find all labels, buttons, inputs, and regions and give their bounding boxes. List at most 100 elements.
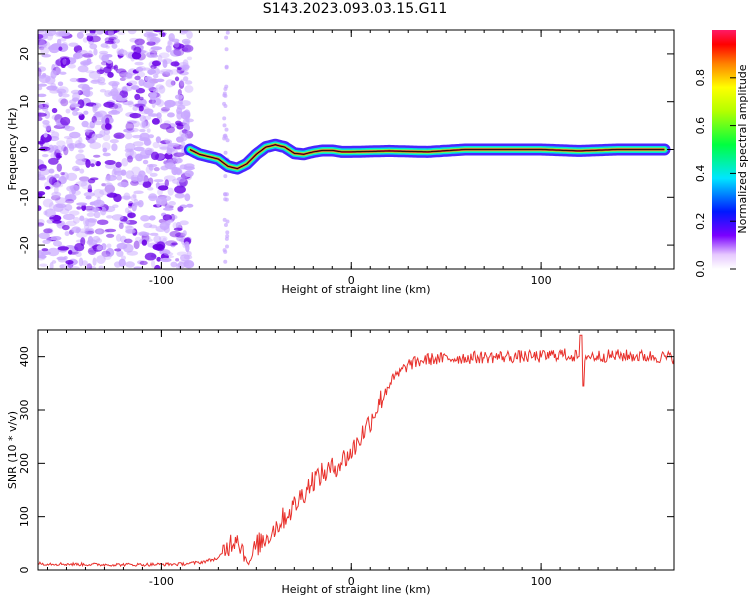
noise-blob <box>119 71 132 77</box>
snr-frame <box>37 329 675 571</box>
noise-blob <box>176 110 183 120</box>
noise-blob <box>49 261 54 269</box>
noise-blob <box>84 230 95 235</box>
noise-blob <box>60 98 69 107</box>
noise-blob <box>61 224 70 231</box>
noise-blob <box>183 260 195 269</box>
noise-blob <box>141 121 147 128</box>
noise-cloud <box>38 30 230 269</box>
noise-blob <box>87 178 96 184</box>
noise-blob <box>181 44 194 53</box>
noise-blob <box>118 258 126 267</box>
y-tick-label: 400 <box>18 346 31 367</box>
noise-blob <box>147 113 159 117</box>
noise-blob <box>90 79 100 84</box>
noise-blob <box>43 132 48 138</box>
noise-blob <box>72 216 80 224</box>
spectrogram-xlabel: Height of straight line (km) <box>281 283 430 296</box>
noise-blob <box>127 212 136 219</box>
colorbar-tick-label: 0.2 <box>694 212 707 230</box>
noise-blob <box>76 202 88 206</box>
noise-blob <box>182 76 189 82</box>
noise-blob <box>169 230 181 238</box>
noise-blob <box>224 35 229 40</box>
noise-blob <box>39 146 51 152</box>
noise-blob <box>164 179 169 187</box>
noise-blob <box>120 169 127 176</box>
noise-blob <box>51 85 59 92</box>
noise-blob <box>83 192 96 197</box>
noise-blob <box>225 219 230 224</box>
noise-blob <box>139 96 144 101</box>
noise-blob <box>179 100 191 107</box>
y-tick-label: 20 <box>18 47 31 61</box>
noise-blob <box>174 76 180 82</box>
noise-blob <box>74 142 86 149</box>
x-tick-label: 0 <box>348 274 355 287</box>
noise-blob <box>106 60 113 64</box>
noise-blob <box>38 30 45 33</box>
noise-blob <box>180 30 189 33</box>
noise-blob <box>39 263 48 267</box>
noise-blob <box>38 112 47 117</box>
noise-blob <box>134 38 145 46</box>
noise-blob <box>83 205 95 211</box>
chart-title: S143.2023.093.03.15.G11 <box>262 1 448 17</box>
noise-blob <box>223 222 228 227</box>
noise-blob <box>123 238 133 244</box>
y-tick-label: 0 <box>18 146 31 153</box>
noise-blob <box>155 78 165 83</box>
noise-blob <box>128 127 139 133</box>
noise-blob <box>83 110 89 115</box>
noise-blob <box>124 225 133 229</box>
noise-blob <box>224 47 229 52</box>
noise-blob <box>99 67 104 72</box>
noise-blob <box>99 88 107 93</box>
noise-blob <box>38 86 43 91</box>
noise-blob <box>225 30 230 35</box>
noise-blob <box>160 165 169 171</box>
noise-blob <box>171 242 178 246</box>
noise-blob <box>156 112 162 119</box>
noise-blob <box>79 215 85 222</box>
noise-blob <box>126 82 133 87</box>
noise-blob <box>93 188 105 198</box>
noise-blob <box>158 235 168 242</box>
noise-blob <box>136 71 146 78</box>
noise-blob <box>184 85 194 93</box>
noise-blob <box>91 133 98 141</box>
noise-blob <box>138 105 144 112</box>
noise-blob <box>155 196 168 205</box>
noise-blob <box>178 177 186 183</box>
noise-blob <box>146 34 157 43</box>
noise-blob <box>95 64 102 71</box>
noise-blob <box>132 106 139 111</box>
noise-blob <box>77 83 90 89</box>
noise-blob <box>78 149 84 153</box>
noise-blob <box>58 31 71 37</box>
noise-blob <box>179 220 189 226</box>
noise-blob <box>69 184 80 192</box>
noise-blob <box>133 190 144 195</box>
noise-blob <box>162 59 168 68</box>
noise-blob <box>50 131 60 139</box>
noise-blob <box>86 263 93 269</box>
noise-blob <box>38 232 50 240</box>
noise-blob <box>66 172 78 182</box>
noise-blob <box>174 185 186 194</box>
noise-blob <box>222 101 227 106</box>
noise-blob <box>95 161 101 167</box>
noise-blob <box>126 155 133 163</box>
track-centerline <box>189 144 665 170</box>
noise-blob <box>42 119 50 125</box>
noise-blob <box>175 258 180 262</box>
noise-blob <box>150 151 160 161</box>
noise-blob <box>85 32 98 37</box>
noise-blob <box>148 71 154 76</box>
noise-blob <box>153 98 162 106</box>
noise-blob <box>54 145 63 154</box>
noise-blob <box>144 252 157 261</box>
noise-blob <box>141 239 148 246</box>
noise-blob <box>144 76 151 81</box>
